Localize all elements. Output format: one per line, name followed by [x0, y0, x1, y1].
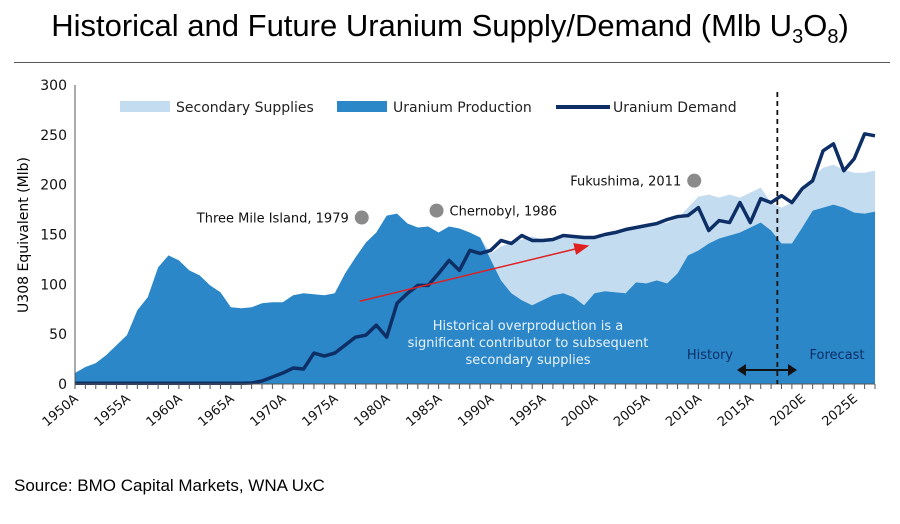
history-label: History	[687, 348, 734, 363]
source-note: Source: BMO Capital Markets, WNA UxC	[14, 476, 325, 495]
event-marker	[687, 173, 702, 188]
x-tick-label: 1955A	[92, 392, 134, 431]
legend-label-demand: Uranium Demand	[613, 100, 737, 116]
overlay-layer	[354, 92, 797, 384]
annotation-fukushima: Fukushima, 2011	[570, 175, 681, 190]
x-tick-label: 2005A	[611, 392, 653, 431]
y-tick-label: 50	[49, 327, 67, 343]
title-sub-3: 3	[792, 26, 804, 49]
x-tick-label: 2015A	[715, 392, 757, 431]
chart-title: Historical and Future Uranium Supply/Dem…	[0, 8, 900, 49]
x-tick-label: 2000A	[559, 392, 601, 431]
y-tick-label: 200	[40, 178, 67, 194]
forecast-label: Forecast	[809, 348, 864, 363]
title-text: Historical and Future Uranium Supply/Dem…	[51, 8, 793, 43]
legend-label-secondary: Secondary Supplies	[176, 100, 314, 116]
x-tick-label: 2025E	[820, 392, 861, 430]
note-line-3: secondary supplies	[465, 353, 590, 368]
legend: Secondary Supplies Uranium Production Ur…	[120, 100, 737, 116]
note-line-1: Historical overproduction is a	[433, 319, 623, 334]
x-tick-label: 1960A	[144, 392, 186, 431]
title-divider	[14, 62, 890, 63]
y-tick-label: 100	[40, 277, 67, 293]
red-arrow-head	[573, 243, 590, 255]
areas-layer	[75, 132, 876, 385]
y-tick-label: 150	[40, 228, 67, 244]
x-tick-label: 1975A	[300, 392, 342, 431]
y-tick-label: 300	[40, 78, 67, 94]
annotation-chernobyl: Chernobyl, 1986	[450, 205, 558, 220]
legend-swatch-secondary	[120, 101, 170, 112]
x-tick-label: 1970A	[248, 392, 290, 431]
x-tick-label: 1985A	[403, 392, 445, 431]
x-tick-label: 1990A	[455, 392, 497, 431]
x-tick-label: 1980A	[351, 392, 393, 431]
event-marker	[354, 210, 369, 225]
title-sub-8: 8	[827, 26, 839, 49]
x-tick-label: 2020E	[768, 392, 809, 430]
uranium-demand-line	[75, 132, 876, 385]
x-tick-label: 1965A	[196, 392, 238, 431]
legend-swatch-production	[337, 101, 387, 112]
note-line-2: significant contributor to subsequent	[408, 336, 649, 351]
red-trend-arrow	[359, 247, 578, 303]
y-tick-label: 0	[58, 377, 67, 393]
title-close: )	[838, 8, 849, 43]
arrow-right-head	[788, 364, 797, 376]
annotation-three-mile-island: Three Mile Island, 1979	[196, 212, 349, 227]
x-tick-label: 2010A	[663, 392, 705, 431]
x-tick-label: 1950A	[40, 392, 82, 431]
uranium-production-area	[75, 204, 875, 384]
legend-label-production: Uranium Production	[393, 100, 532, 116]
event-marker	[429, 203, 444, 218]
arrow-left-head	[737, 364, 746, 376]
title-o: O	[803, 8, 828, 43]
x-tick-label: 1995A	[507, 392, 549, 431]
y-tick-label: 250	[40, 128, 67, 144]
y-axis-label: U308 Equivalent (Mlb)	[16, 157, 32, 313]
